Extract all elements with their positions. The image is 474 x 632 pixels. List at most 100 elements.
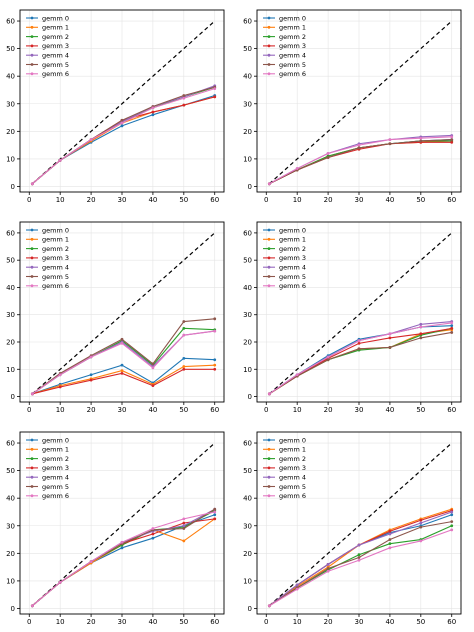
legend-label: gemm 4 [42, 264, 69, 272]
x-tick-label: 10 [293, 618, 302, 626]
legend-marker [267, 237, 271, 241]
x-tick-label: 40 [148, 618, 157, 626]
legend-marker [30, 63, 34, 66]
data-point [89, 373, 93, 377]
data-point [182, 333, 186, 337]
ideal-scaling-line [268, 232, 453, 395]
legend-marker [267, 275, 271, 278]
data-point [450, 138, 454, 142]
ideal-scaling-line [31, 20, 216, 185]
data-point [357, 558, 361, 562]
data-point [388, 529, 392, 533]
y-tick-label: 60 [243, 18, 252, 26]
ideal-scaling-line [31, 232, 216, 395]
data-point [450, 135, 454, 139]
data-point [151, 106, 155, 110]
series-line-gemm-5 [32, 318, 215, 395]
series-line-gemm-3 [269, 327, 452, 395]
data-point [58, 373, 62, 377]
y-tick-label: 20 [243, 550, 252, 558]
series-line-gemm-1 [32, 96, 215, 185]
x-tick-label: 20 [87, 618, 96, 626]
legend-label: gemm 3 [42, 254, 69, 262]
x-tick-label: 0 [27, 196, 31, 204]
data-point [326, 569, 330, 573]
legend-marker [30, 475, 34, 479]
data-point [388, 332, 392, 336]
legend-marker [30, 466, 34, 470]
data-point [419, 332, 423, 336]
data-point [295, 373, 299, 377]
data-point [357, 146, 361, 150]
legend-label: gemm 5 [279, 61, 306, 69]
y-tick-label: 10 [243, 366, 252, 374]
series-line-gemm-0 [269, 514, 452, 607]
data-point [182, 103, 186, 107]
data-point [213, 317, 217, 321]
legend-label: gemm 3 [42, 42, 69, 50]
y-tick-label: 60 [6, 440, 15, 448]
data-point [120, 546, 124, 550]
legend-marker [30, 284, 34, 288]
data-point [388, 542, 392, 546]
x-tick-label: 60 [210, 618, 219, 626]
data-point [267, 392, 271, 396]
data-point [182, 521, 186, 525]
data-point [295, 167, 299, 170]
x-tick-label: 40 [385, 196, 394, 204]
data-point [151, 527, 155, 530]
x-tick-label: 60 [447, 196, 456, 204]
y-tick-label: 50 [243, 257, 252, 265]
data-point [120, 371, 124, 375]
y-tick-label: 40 [243, 73, 252, 81]
data-point [182, 367, 186, 371]
legend-label: gemm 1 [42, 24, 69, 32]
y-tick-label: 20 [243, 339, 252, 347]
legend-marker [267, 265, 271, 269]
data-point [326, 355, 330, 359]
y-tick-label: 60 [6, 229, 15, 237]
legend-marker [267, 44, 271, 48]
x-tick-label: 60 [210, 406, 219, 414]
legend-marker [30, 25, 34, 29]
y-tick-label: 30 [6, 522, 15, 530]
data-point [213, 507, 217, 511]
data-point [213, 517, 217, 521]
y-tick-label: 0 [11, 605, 15, 613]
data-point [182, 527, 186, 530]
legend-marker [267, 485, 271, 488]
x-tick-label: 20 [324, 196, 333, 204]
y-tick-label: 0 [248, 183, 252, 191]
y-tick-label: 10 [243, 155, 252, 163]
data-point [450, 324, 454, 328]
legend-marker [30, 16, 34, 20]
legend-label: gemm 3 [42, 464, 69, 472]
x-tick-label: 50 [416, 196, 425, 204]
data-point [213, 363, 217, 367]
y-tick-label: 20 [243, 128, 252, 136]
data-point [58, 385, 62, 389]
legend-marker [267, 16, 271, 20]
data-point [450, 524, 454, 528]
data-point [151, 532, 155, 536]
data-point [419, 525, 423, 529]
x-tick-label: 10 [56, 618, 65, 626]
legend-marker [267, 457, 271, 460]
legend-label: gemm 3 [279, 42, 306, 50]
data-point [58, 158, 62, 162]
y-tick-label: 40 [6, 73, 15, 81]
legend-marker [30, 494, 34, 498]
data-point [267, 604, 271, 608]
series-line-gemm-0 [32, 94, 215, 185]
y-tick-label: 50 [243, 45, 252, 53]
legend-marker [267, 72, 271, 76]
data-point [89, 560, 93, 564]
data-point [213, 367, 217, 371]
series-line-gemm-5 [269, 331, 452, 395]
legend-marker [267, 25, 271, 29]
data-point [213, 358, 217, 362]
series-line-gemm-0 [269, 139, 452, 185]
